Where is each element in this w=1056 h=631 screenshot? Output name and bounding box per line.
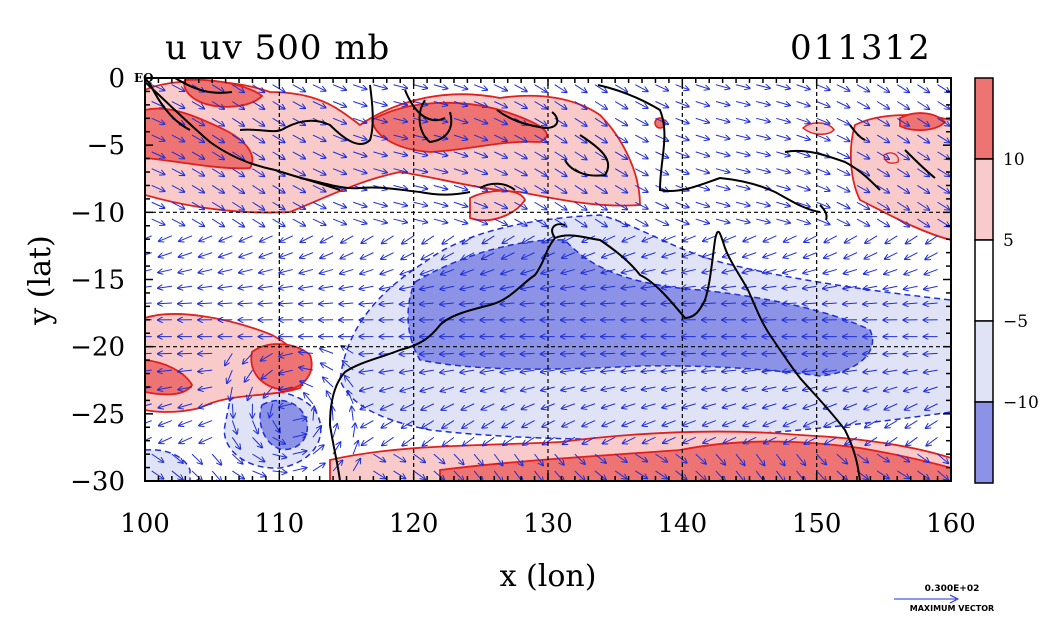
x-tick-label: 160	[926, 509, 976, 539]
x-axis-label: x (lon)	[500, 559, 597, 594]
colorbar-swatch	[974, 158, 994, 241]
y-tick-label: −25	[70, 400, 125, 430]
coastline	[145, 78, 936, 481]
y-tick-label: −20	[70, 333, 125, 363]
y-tick-label: 0	[108, 64, 125, 94]
y-tick-label: −5	[87, 131, 125, 161]
colorbar-label: −10	[1003, 393, 1039, 413]
map-area	[145, 78, 951, 481]
x-axis: 100 110 120 130 140 150 160	[120, 509, 976, 539]
plot-title: u uv 500 mb	[165, 28, 391, 68]
x-tick-label: 130	[523, 509, 573, 539]
equator-label: EQ	[134, 71, 154, 85]
max-vector-value: 0.300E+02	[924, 584, 980, 594]
x-tick-label: 110	[255, 509, 305, 539]
minor-ticks	[144, 77, 952, 482]
y-tick-label: −30	[70, 467, 125, 497]
colorbar-label: 5	[1003, 231, 1014, 251]
y-axis: 0 −5 −10 −15 −20 −25 −30	[70, 64, 125, 497]
x-tick-label: 150	[792, 509, 842, 539]
colorbar-swatch	[974, 77, 994, 160]
colorbar-swatch	[974, 401, 994, 484]
colorbar: 10 5 −5 −10	[974, 77, 1039, 484]
y-axis-label: y (lat)	[23, 235, 58, 325]
colorbar-label: −5	[1003, 312, 1028, 332]
wind-vector-field	[145, 85, 950, 481]
y-tick-label: −10	[70, 198, 125, 228]
x-tick-label: 120	[389, 509, 439, 539]
plot-date: 011312	[790, 28, 932, 68]
lat-lon-grid	[145, 78, 951, 481]
colorbar-label: 10	[1003, 150, 1025, 170]
colorbar-swatch	[974, 239, 994, 322]
max-vector-label: MAXIMUM VECTOR	[909, 604, 995, 613]
max-vector-arrow	[894, 594, 960, 604]
easterly-light-region	[145, 80, 641, 214]
y-tick-label: −15	[70, 266, 125, 296]
x-tick-label: 140	[658, 509, 708, 539]
max-vector-legend: 0.300E+02 MAXIMUM VECTOR	[892, 584, 1012, 613]
x-tick-label: 100	[120, 509, 170, 539]
colorbar-swatch	[974, 320, 994, 403]
